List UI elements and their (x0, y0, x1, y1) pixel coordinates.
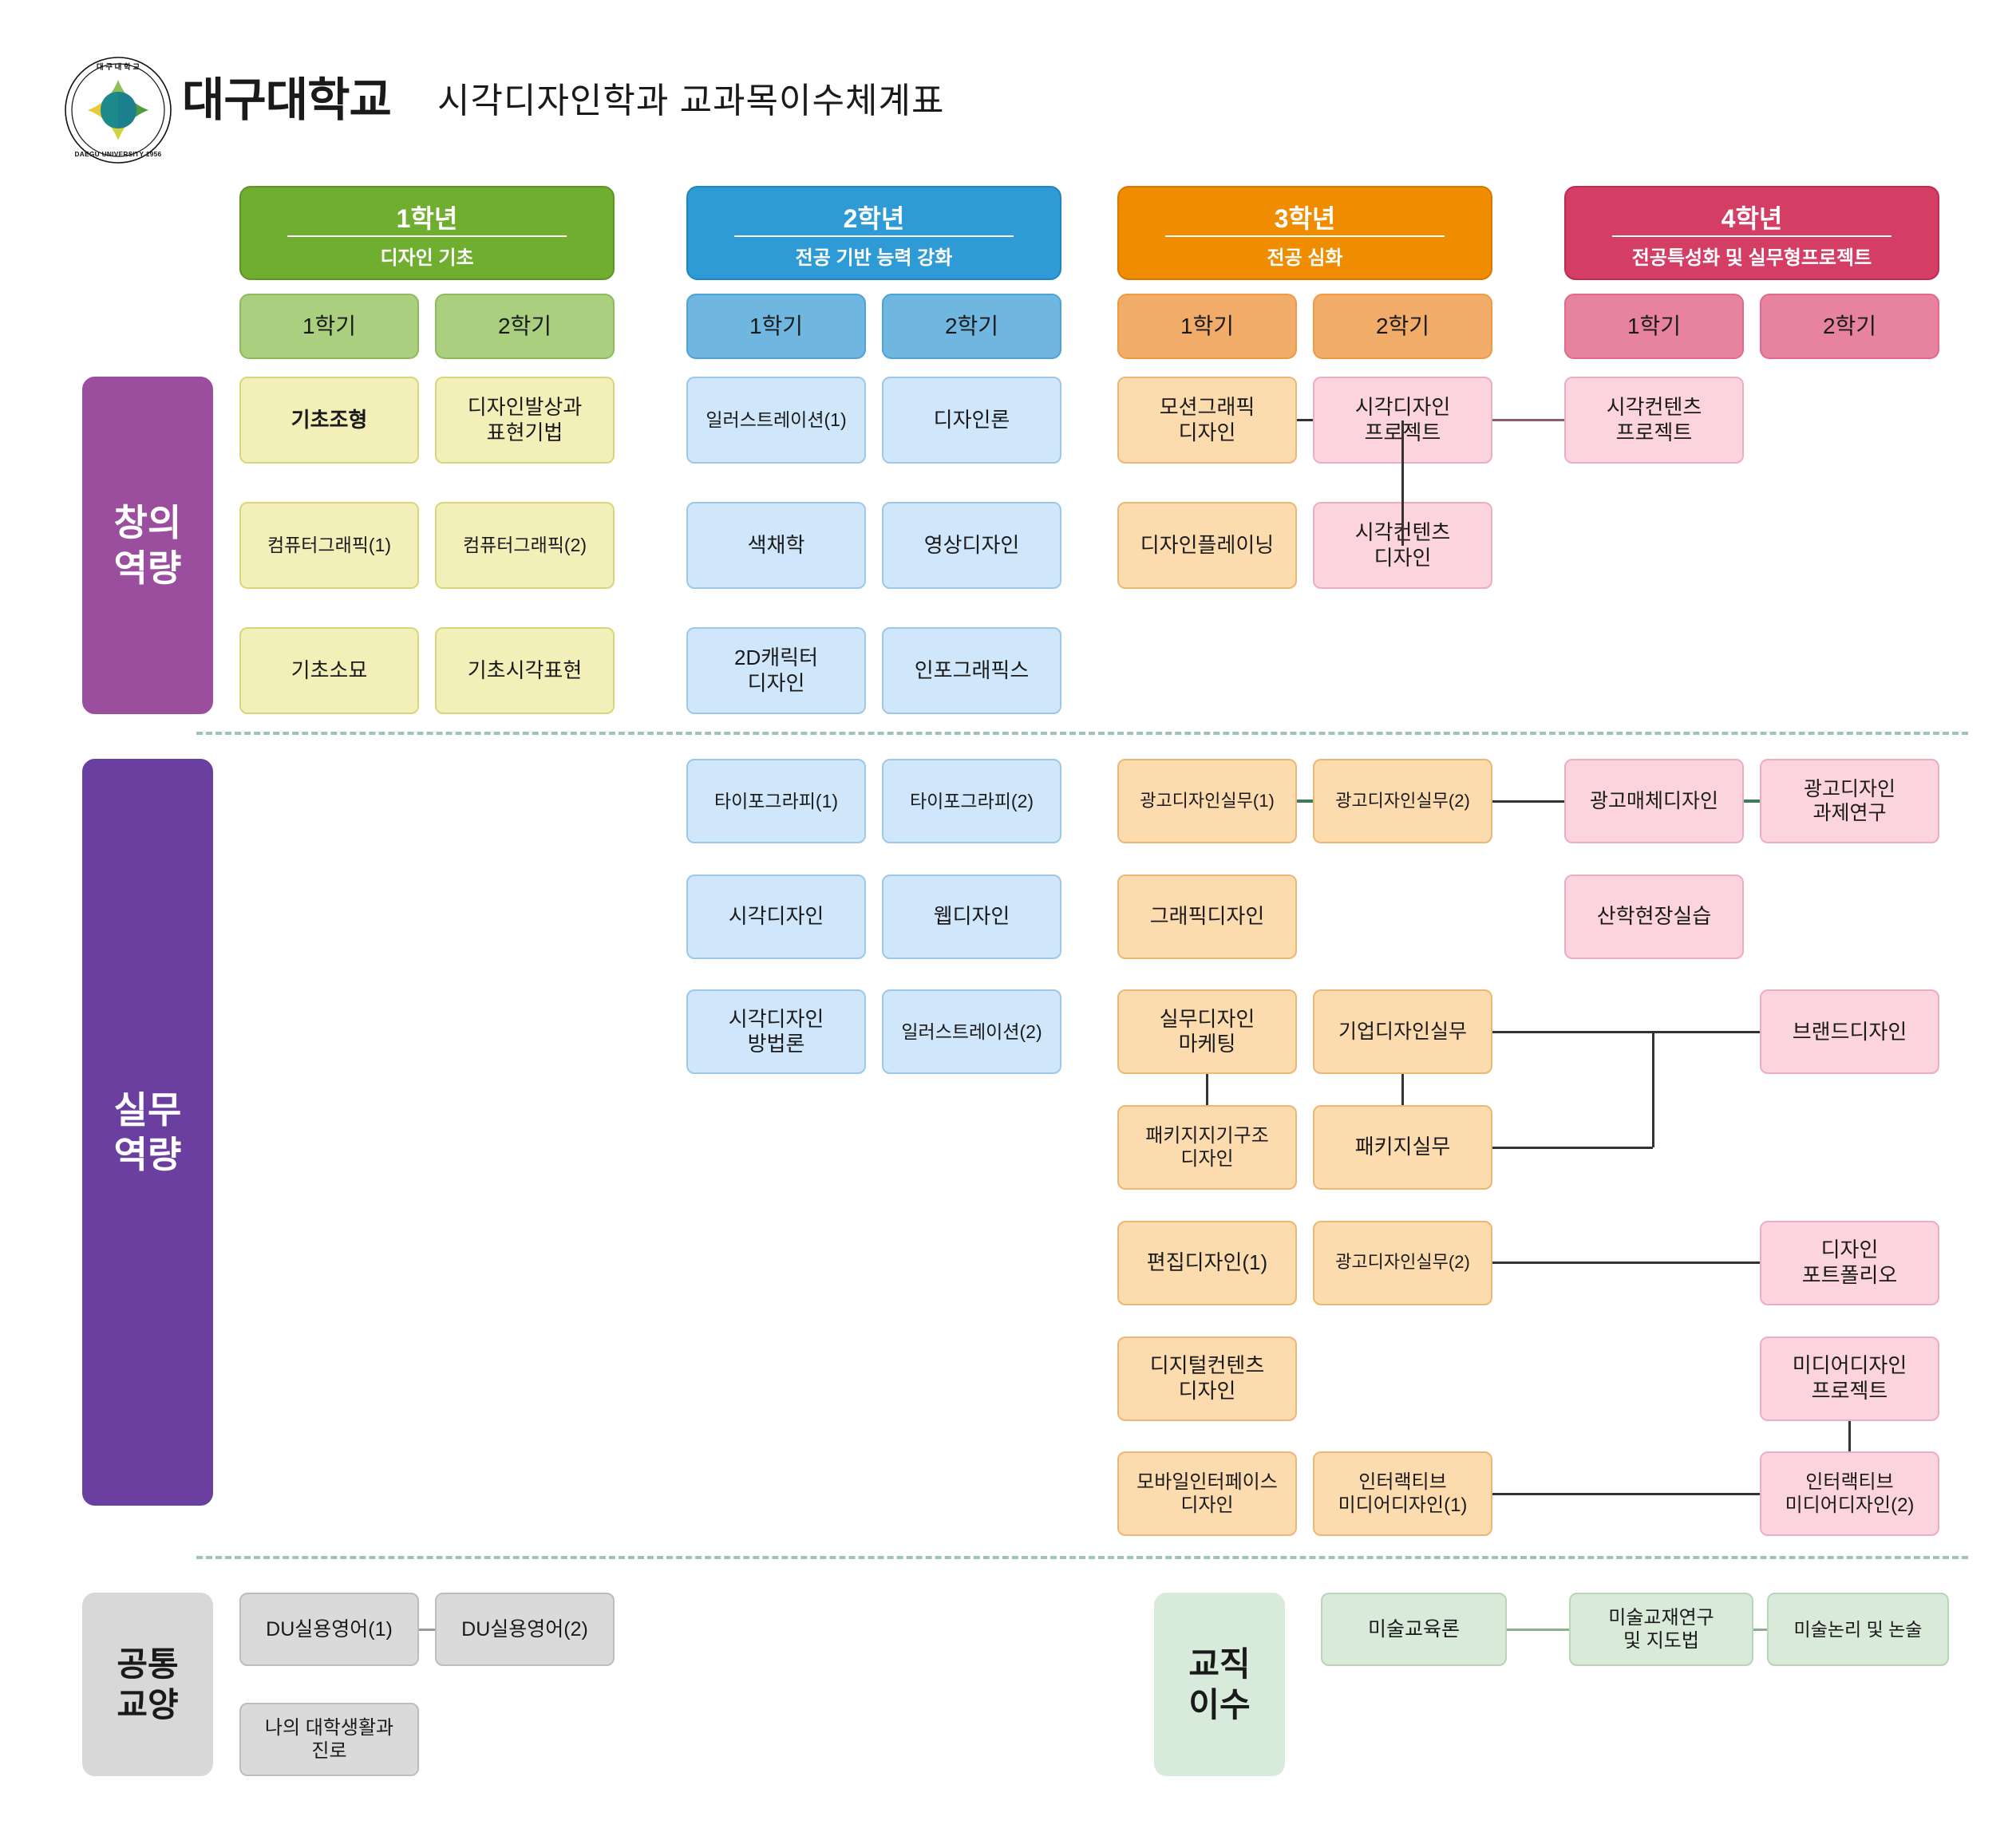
svg-text:대 구 대 학 교: 대 구 대 학 교 (97, 62, 140, 72)
svg-text:DAEGU UNIVERSITY 1956: DAEGU UNIVERSITY 1956 (75, 150, 162, 158)
